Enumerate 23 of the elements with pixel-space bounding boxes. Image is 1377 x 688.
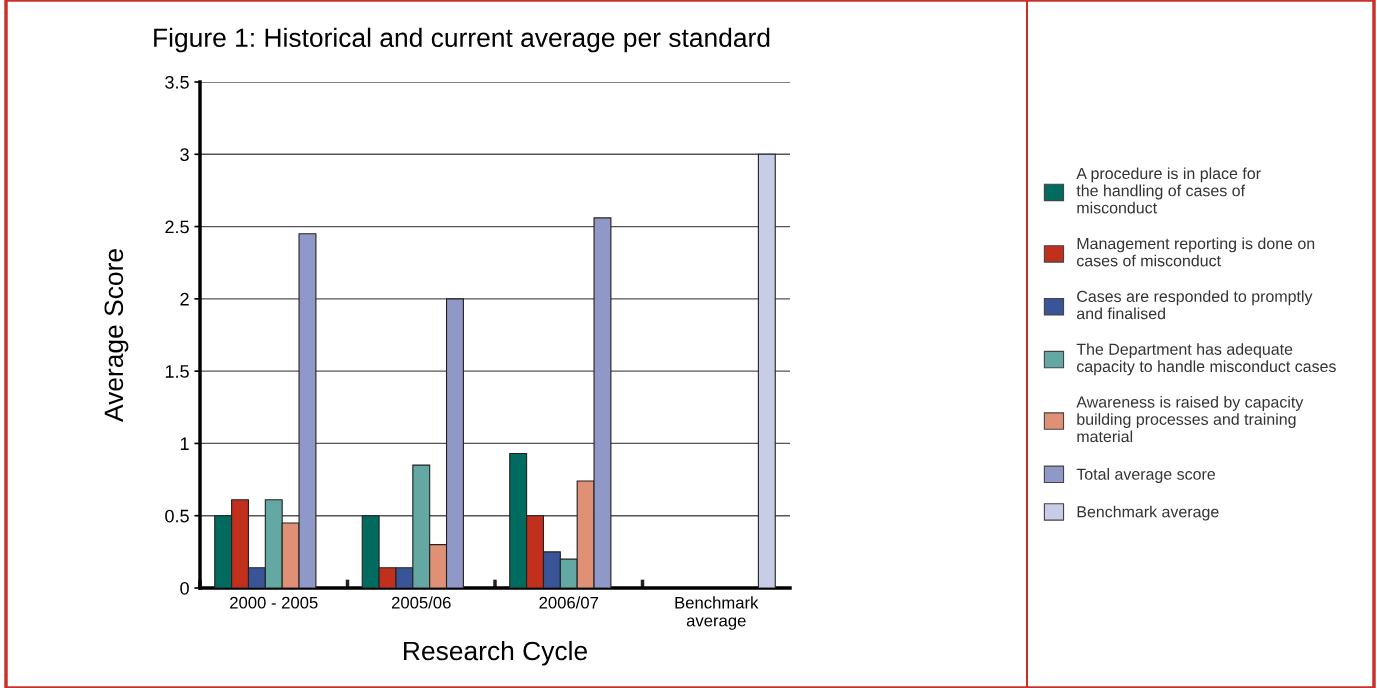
chart-title: Figure 1: Historical and current average per standard [154,27,770,53]
x-tick-label: 2005/06 [391,596,451,609]
y-tick-label: 3 [180,148,189,162]
y-tick-label: 0.5 [165,509,189,523]
legend-label: Management reporting is done on cases of misconduct [1077,237,1315,267]
y-axis-title: Average Score [104,249,129,422]
y-tick-label: 0 [180,581,189,595]
x-tick-label: 2000 - 2005 [230,596,318,609]
legend-label: Cases are responded to promptly and finalised [1077,290,1313,320]
x-tick-label: 2006/07 [539,596,599,609]
x-tick-label: Benchmark average [675,596,759,630]
bar [757,153,776,588]
legend-label: A procedure is in place for the handling of cases of misconduct [1076,167,1261,214]
y-tick-label: 2 [180,292,189,306]
legend-label: Benchmark average [1077,505,1219,521]
y-tick-label: 2.5 [165,220,189,234]
legend-label: Awareness is raised by capacity building processes and training material [1076,396,1304,443]
y-tick-label: 1.5 [165,365,189,378]
legend-label: Total average score [1076,468,1215,483]
y-tick-label: 1 [180,437,189,450]
x-axis-title: Research Cycle [404,640,587,666]
legend-label: The Department has adequate capacity to handle misconduct cases [1076,343,1336,376]
y-tick-label: 3.5 [165,75,189,89]
